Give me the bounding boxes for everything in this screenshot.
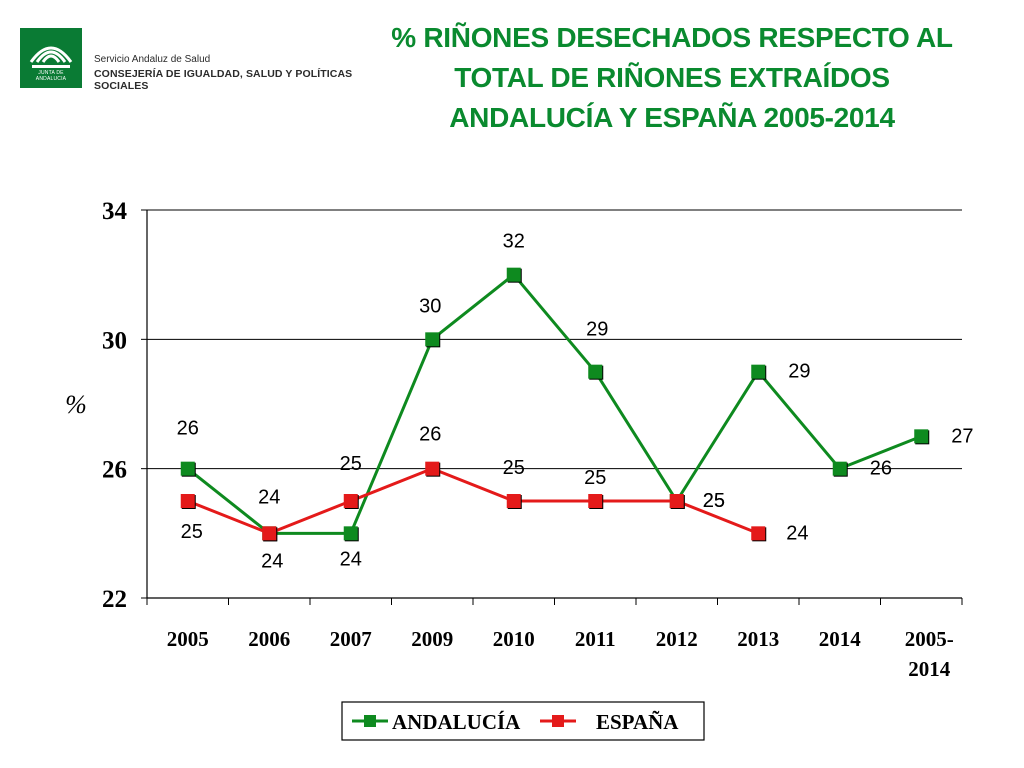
legend-box	[341, 701, 705, 741]
data-point	[588, 364, 603, 379]
data-point	[669, 494, 684, 508]
x-tick-label: 2007	[330, 627, 372, 651]
x-tick-label: 2013	[737, 627, 779, 651]
data-label: 26	[419, 424, 441, 446]
data-point	[425, 461, 440, 476]
data-point	[506, 267, 521, 282]
data-point	[751, 364, 766, 379]
data-point	[506, 494, 521, 508]
data-point	[180, 494, 195, 508]
y-tick-label: 22	[102, 586, 127, 613]
junta-andalucia-logo: JUNTA DE ANDALUCIA	[20, 28, 82, 88]
data-label: 26	[870, 458, 892, 480]
data-point	[262, 526, 277, 541]
y-tick-label: 34	[102, 198, 128, 225]
data-label: 24	[258, 486, 280, 508]
data-point	[588, 494, 603, 508]
title-line-3: ANDALUCÍA Y ESPAÑA 2005-2014	[449, 102, 895, 133]
org-name-line1: Servicio Andaluz de Salud	[94, 54, 211, 65]
data-label: 25	[181, 521, 203, 543]
legend-label: ESPAÑA	[596, 710, 679, 734]
series-line-1	[187, 467, 759, 535]
data-point	[180, 461, 195, 476]
data-point	[832, 461, 847, 476]
legend-label: ANDALUCÍA	[392, 710, 521, 734]
data-label: 25	[703, 490, 725, 512]
legend-swatch-marker	[552, 715, 564, 727]
data-point	[914, 429, 929, 444]
x-tick-label: 2012	[656, 627, 698, 651]
x-tick-label: 2014	[908, 657, 951, 681]
chart-title: % RIÑONES DESECHADOS RESPECTO AL TOTAL D…	[370, 18, 974, 138]
x-tick-label: 2014	[819, 627, 862, 651]
y-tick-label: 26	[102, 457, 127, 484]
data-label: 25	[340, 453, 362, 475]
x-tick-label: 2005	[167, 627, 209, 651]
x-tick-label: 2010	[493, 627, 535, 651]
data-label: 25	[703, 490, 725, 512]
title-line-1: % RIÑONES DESECHADOS RESPECTO AL	[391, 22, 953, 53]
logo-caption: JUNTA DE ANDALUCIA	[35, 70, 67, 82]
arch-emblem-icon	[29, 46, 73, 68]
data-point	[751, 526, 766, 541]
org-name-line2: CONSEJERÍA DE IGUALDAD, SALUD Y POLÍTICA…	[94, 68, 353, 92]
x-tick-label: 2011	[575, 627, 616, 651]
data-label: 24	[786, 522, 808, 544]
data-point	[425, 332, 440, 347]
y-tick-label: 30	[102, 327, 127, 354]
title-line-2: TOTAL DE RIÑONES EXTRAÍDOS	[454, 62, 890, 93]
data-label: 32	[503, 231, 525, 253]
data-label: 26	[177, 418, 199, 440]
header-logo-group: JUNTA DE ANDALUCIA Servicio Andaluz de S…	[20, 28, 380, 92]
x-tick-label: 2006	[248, 627, 290, 651]
data-label: 24	[340, 548, 362, 570]
data-label: 24	[261, 550, 283, 572]
data-label: 30	[419, 295, 441, 317]
legend-swatch-marker	[364, 715, 376, 727]
data-label: 29	[788, 361, 810, 383]
data-label: 25	[503, 457, 525, 479]
y-axis-label: %	[65, 390, 87, 419]
data-point	[343, 526, 358, 541]
data-label: 25	[584, 467, 606, 489]
data-point	[343, 494, 358, 508]
data-label: 29	[586, 319, 608, 341]
series-line-0	[186, 273, 922, 535]
x-tick-label: 2005-	[905, 627, 954, 651]
x-tick-label: 2009	[411, 627, 453, 651]
data-label: 27	[951, 425, 973, 447]
